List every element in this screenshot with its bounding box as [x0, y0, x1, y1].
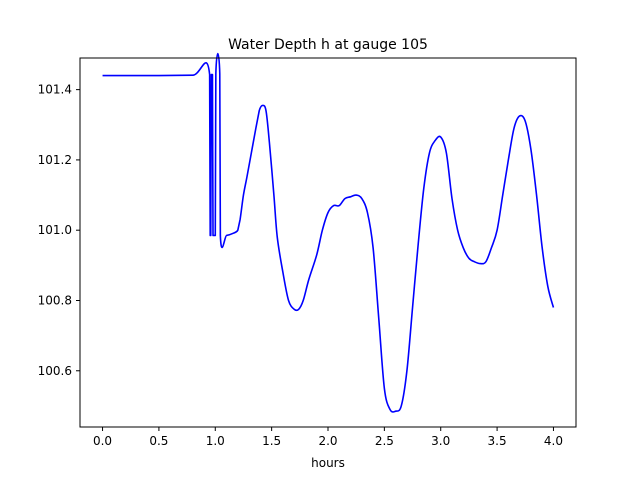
x-tick-label: 1.5 [262, 434, 281, 448]
x-tick-label: 0.0 [93, 434, 112, 448]
y-tick-label: 100.6 [38, 364, 72, 378]
axes-frame [79, 57, 577, 428]
x-tick-label: 1.0 [206, 434, 225, 448]
y-tick-label: 100.8 [38, 293, 72, 307]
x-tick-label: 3.5 [488, 434, 507, 448]
x-tick-label: 2.5 [375, 434, 394, 448]
x-tick-label: 2.0 [318, 434, 337, 448]
y-tick-label: 101.2 [38, 153, 72, 167]
y-axis: 100.6 100.8 101.0 101.2 101.4 [38, 83, 80, 378]
y-tick-label: 101.4 [38, 83, 72, 97]
x-tick-label: 4.0 [544, 434, 563, 448]
chart-title: Water Depth h at gauge 105 [228, 37, 428, 53]
plot-lines [102, 52, 555, 413]
y-tick-label: 101.0 [38, 223, 72, 237]
x-axis: 0.0 0.5 1.0 1.5 2.0 2.5 3.0 3.5 4.0 [93, 427, 563, 448]
x-tick-label: 0.5 [149, 434, 168, 448]
x-tick-label: 3.0 [431, 434, 450, 448]
x-axis-label: hours [311, 456, 345, 470]
series-line [102, 52, 555, 413]
